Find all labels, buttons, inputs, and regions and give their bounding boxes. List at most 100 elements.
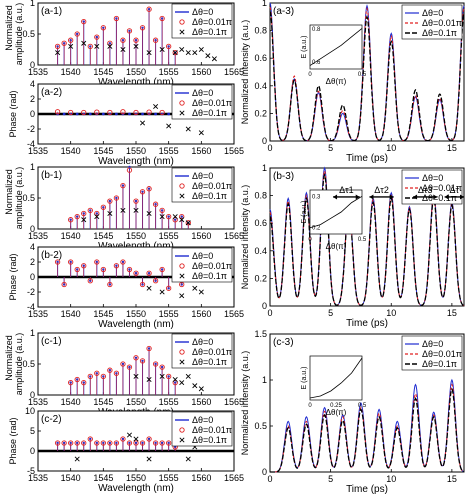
pulse-series-2 <box>270 387 465 473</box>
y-tick-label: -2 <box>27 287 35 297</box>
y-tick-label: 0 <box>30 390 35 400</box>
data-point <box>166 373 172 380</box>
data-point <box>159 207 165 214</box>
x-tick-label: 1535 <box>28 146 48 156</box>
data-point <box>68 379 74 386</box>
data-point <box>167 375 170 378</box>
x-tick-label: 1535 <box>28 473 48 483</box>
x-tick-label: 1555 <box>159 397 179 407</box>
x-tick-label: 1565 <box>224 309 244 319</box>
data-point <box>81 109 87 116</box>
inset-y-label: E (a.u.) <box>301 201 308 224</box>
y-tick-label: 0.2 <box>254 273 267 283</box>
inset: 0 0.25 0.5 Δθ(π) E (a.u.) <box>301 355 367 417</box>
x-axis-label: Wavelength (nm) <box>98 319 174 330</box>
data-point <box>74 213 80 220</box>
y-axis-label: Phase (rad) <box>8 417 18 464</box>
data-point <box>128 112 131 116</box>
data-point <box>146 345 152 352</box>
legend-entry: Δθ=0.1π <box>192 191 227 201</box>
x-tick-label: 5 <box>328 143 333 153</box>
inset-y-tick-label: 0.8 <box>312 27 321 33</box>
data-point <box>179 29 185 35</box>
data-point <box>159 15 165 22</box>
data-point <box>94 214 100 220</box>
inset-x-label: Δθ(π) <box>326 77 347 86</box>
legend-entry: Δθ=0.1π <box>422 28 457 38</box>
legend-entry: Δθ=0 <box>422 173 443 183</box>
data-point <box>87 43 93 50</box>
data-point <box>159 289 165 295</box>
x-axis-label: Wavelength (nm) <box>98 77 174 88</box>
data-point <box>185 220 191 226</box>
data-point <box>74 376 80 383</box>
y-axis-label-line1: Normalized <box>4 5 14 51</box>
legend-entry: Δθ=0.01π <box>192 17 232 27</box>
legend-entry: Δθ=0.01π <box>422 349 462 359</box>
x-tick-label: 1535 <box>28 231 48 241</box>
data-point <box>113 370 120 376</box>
data-point <box>179 427 185 433</box>
inset-x-tick-label: 0.25 <box>330 403 342 409</box>
data-point <box>198 386 204 392</box>
y-tick-label: 0.8 <box>254 26 267 36</box>
x-tick-label: 1550 <box>126 67 146 77</box>
legend-entry: Δθ=0 <box>192 7 213 17</box>
legend-entry: Δθ=0.1π <box>422 193 457 203</box>
data-point <box>159 364 165 370</box>
y-axis-label: Phase (rad) <box>8 253 18 300</box>
y-axis-label: Normalized intensity (a.u.) <box>240 185 250 290</box>
x-tick-label: 1545 <box>93 67 113 77</box>
data-point <box>179 19 185 25</box>
data-point <box>120 182 126 189</box>
inset-frame <box>309 355 363 401</box>
x-tick-label: 1555 <box>159 146 179 156</box>
inset-curve <box>309 28 363 66</box>
data-point <box>179 110 185 116</box>
data-point <box>146 456 152 462</box>
data-point <box>81 217 87 223</box>
x-tick-label: 1565 <box>224 397 244 407</box>
data-point <box>179 217 185 223</box>
data-point <box>102 375 105 378</box>
data-point <box>159 373 165 379</box>
data-point <box>141 359 144 363</box>
x-tick-label: 10 <box>386 308 396 318</box>
data-point <box>192 285 198 291</box>
data-point <box>179 293 185 299</box>
data-point <box>179 213 185 220</box>
x-tick-label: 1555 <box>159 231 179 241</box>
data-point <box>179 380 185 386</box>
x-tick-label: 10 <box>386 143 396 153</box>
data-point <box>87 207 93 214</box>
inset-x-label: Δθ(π) <box>326 408 347 417</box>
panel-label: (b-1) <box>41 170 62 181</box>
data-point <box>61 440 67 446</box>
y-tick-label: 0 <box>30 272 35 282</box>
data-point <box>139 440 146 446</box>
data-point <box>120 259 126 265</box>
x-tick-label: 1540 <box>61 67 81 77</box>
data-point <box>100 25 106 31</box>
data-point <box>107 43 113 49</box>
data-point <box>146 436 152 442</box>
y-tick-label: 5 <box>30 426 35 436</box>
data-point <box>89 375 92 378</box>
inset-x-tick-label: 0.5 <box>358 403 367 409</box>
x-tick-label: 1545 <box>93 473 113 483</box>
y-tick-label: 0.5 <box>254 421 267 431</box>
data-point <box>172 49 178 56</box>
legend-entry: Δθ=0 <box>192 337 213 347</box>
data-point <box>179 273 185 279</box>
data-point <box>172 50 178 56</box>
data-point <box>166 440 172 446</box>
data-point <box>159 266 165 273</box>
delay-label: Δτ3 <box>418 185 433 195</box>
panel-label: (a-3) <box>273 6 294 17</box>
data-point <box>198 130 204 136</box>
data-point <box>94 43 100 49</box>
y-tick-label: 0.8 <box>254 191 267 201</box>
